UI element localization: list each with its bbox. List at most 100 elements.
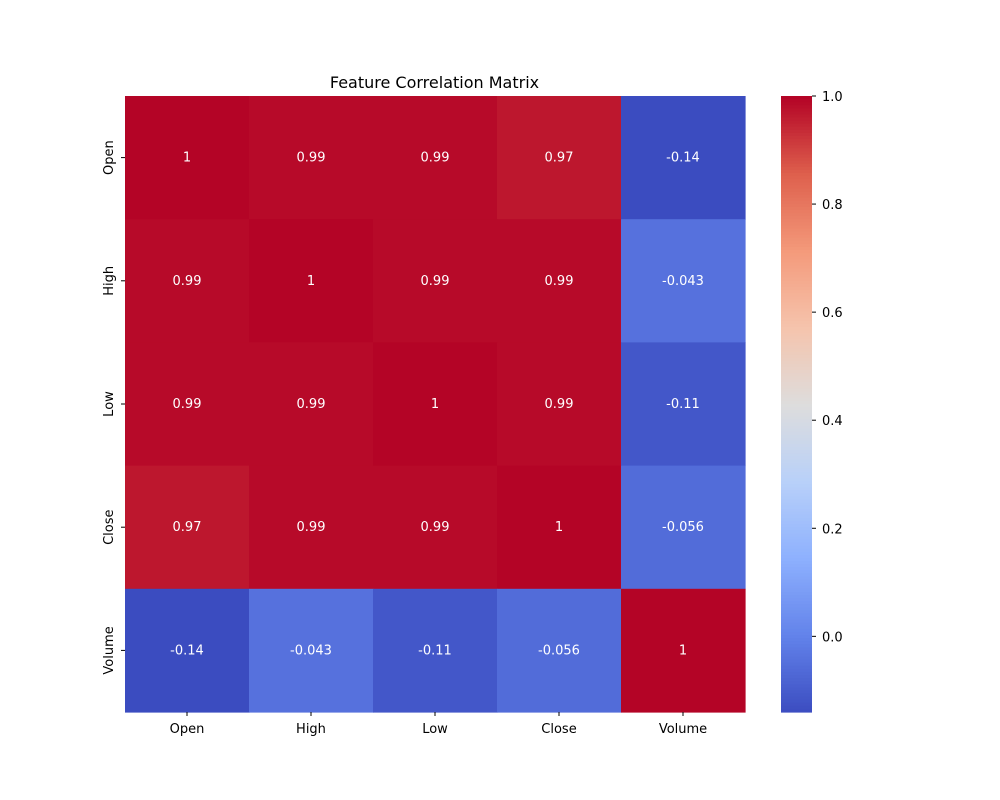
colorbar-strip	[781, 631, 812, 636]
colorbar-strip	[781, 102, 812, 106]
colorbar-strip	[781, 142, 812, 146]
colorbar-strip	[781, 499, 812, 504]
cell-label-r2-c4: -0.11	[666, 397, 700, 412]
colorbar-strip	[781, 317, 812, 322]
colorbar-strip	[781, 527, 812, 531]
colorbar-strip	[781, 163, 812, 168]
colorbar-strip	[781, 330, 812, 334]
colorbar-strip	[781, 265, 812, 270]
colorbar-strip	[781, 484, 812, 488]
colorbar-strip	[781, 243, 812, 248]
colorbar-strip	[781, 342, 812, 347]
colorbar-strip	[781, 388, 812, 393]
colorbar-strip	[781, 126, 812, 131]
colorbar-strip	[781, 176, 812, 180]
colorbar-strip	[781, 514, 812, 519]
colorbar-strip	[781, 397, 812, 402]
colorbar-strip	[781, 567, 812, 571]
cell-label-r3-c3: 1	[555, 520, 563, 535]
cell-label-r4-c1: -0.043	[290, 643, 332, 658]
colorbar-strip	[781, 641, 812, 645]
colorbar-strip	[781, 351, 812, 356]
heatmap-cell-r1-c0	[125, 219, 250, 343]
colorbar-strip	[781, 619, 812, 624]
colorbar-strip	[781, 123, 812, 128]
colorbar-strip	[781, 524, 812, 528]
colorbar-strip	[781, 157, 812, 162]
colorbar-strip	[781, 111, 812, 116]
colorbar-strip	[781, 502, 812, 507]
colorbar-strip	[781, 296, 812, 300]
colorbar-strip	[781, 385, 812, 390]
colorbar-strip	[781, 702, 812, 707]
colorbar-strip	[781, 668, 812, 673]
x-tick-label-4: Volume	[659, 722, 707, 737]
colorbar-strip	[781, 490, 812, 494]
colorbar-strip	[781, 360, 812, 365]
colorbar-strip	[781, 628, 812, 633]
colorbar-strip	[781, 191, 812, 196]
heatmap-cell-r1-c1	[249, 219, 374, 343]
colorbar-tick-label-4: 0.8	[822, 198, 843, 213]
heatmap-cell-r2-c1	[249, 342, 374, 467]
colorbar: 0.0 0.2 0.4 0.6 0.8 1.0	[781, 90, 843, 713]
cell-label-r2-c2: 1	[431, 397, 439, 412]
colorbar-strip	[781, 508, 812, 513]
colorbar-strip	[781, 477, 812, 482]
colorbar-strip	[781, 573, 812, 578]
colorbar-strip	[781, 564, 812, 568]
colorbar-strip	[781, 481, 812, 485]
cell-label-r3-c4: -0.056	[662, 520, 704, 535]
colorbar-strip	[781, 588, 812, 593]
colorbar-strip	[781, 570, 812, 574]
colorbar-strip	[781, 373, 812, 377]
heatmap-cell-r4-c4	[621, 588, 746, 713]
colorbar-strip	[781, 548, 812, 553]
colorbar-strip	[781, 154, 812, 159]
colorbar-strip	[781, 206, 812, 211]
heatmap-cell-r4-c2	[373, 588, 498, 713]
colorbar-strip	[781, 561, 812, 565]
heatmap-cell-r4-c1	[249, 588, 374, 713]
colorbar-strip	[781, 357, 812, 362]
colorbar-strip	[781, 594, 812, 599]
colorbar-strip	[781, 613, 812, 618]
colorbar-strip	[781, 262, 812, 266]
colorbar-strip	[781, 579, 812, 584]
heatmap-cell-r3-c3	[497, 465, 622, 590]
x-tick-label-1: High	[296, 722, 326, 737]
colorbar-strip	[781, 635, 812, 639]
y-tick-label-4: Volume	[102, 626, 117, 674]
cell-label-r4-c3: -0.056	[538, 643, 580, 658]
colorbar-strip	[781, 231, 812, 236]
heatmap-cells	[125, 96, 746, 713]
heatmap-cell-r1-c2	[373, 219, 498, 343]
cell-label-r3-c1: 0.99	[297, 520, 326, 535]
colorbar-strip	[781, 653, 812, 658]
colorbar-strip	[781, 105, 812, 109]
colorbar-strip	[781, 253, 812, 257]
colorbar-strip	[781, 671, 812, 676]
y-tick-label-1: High	[102, 266, 117, 296]
colorbar-strip	[781, 558, 812, 562]
colorbar-strip	[781, 693, 812, 698]
colorbar-strip	[781, 286, 812, 291]
x-tick-label-0: Open	[170, 722, 205, 737]
colorbar-strip	[781, 339, 812, 343]
colorbar-strip	[781, 684, 812, 688]
heatmap-cell-r2-c2	[373, 342, 498, 467]
cell-label-r0-c1: 0.99	[297, 151, 326, 166]
colorbar-strip	[781, 487, 812, 491]
colorbar-strip	[781, 530, 812, 534]
cell-label-r2-c0: 0.99	[173, 397, 202, 412]
colorbar-strip	[781, 345, 812, 350]
colorbar-strip	[781, 173, 812, 177]
colorbar-strip	[781, 517, 812, 522]
colorbar-strip	[781, 410, 812, 414]
colorbar-strip	[781, 363, 812, 368]
cell-label-r0-c2: 0.99	[421, 151, 450, 166]
colorbar-strip	[781, 277, 812, 282]
colorbar-strip	[781, 240, 812, 245]
colorbar-strip	[781, 650, 812, 655]
